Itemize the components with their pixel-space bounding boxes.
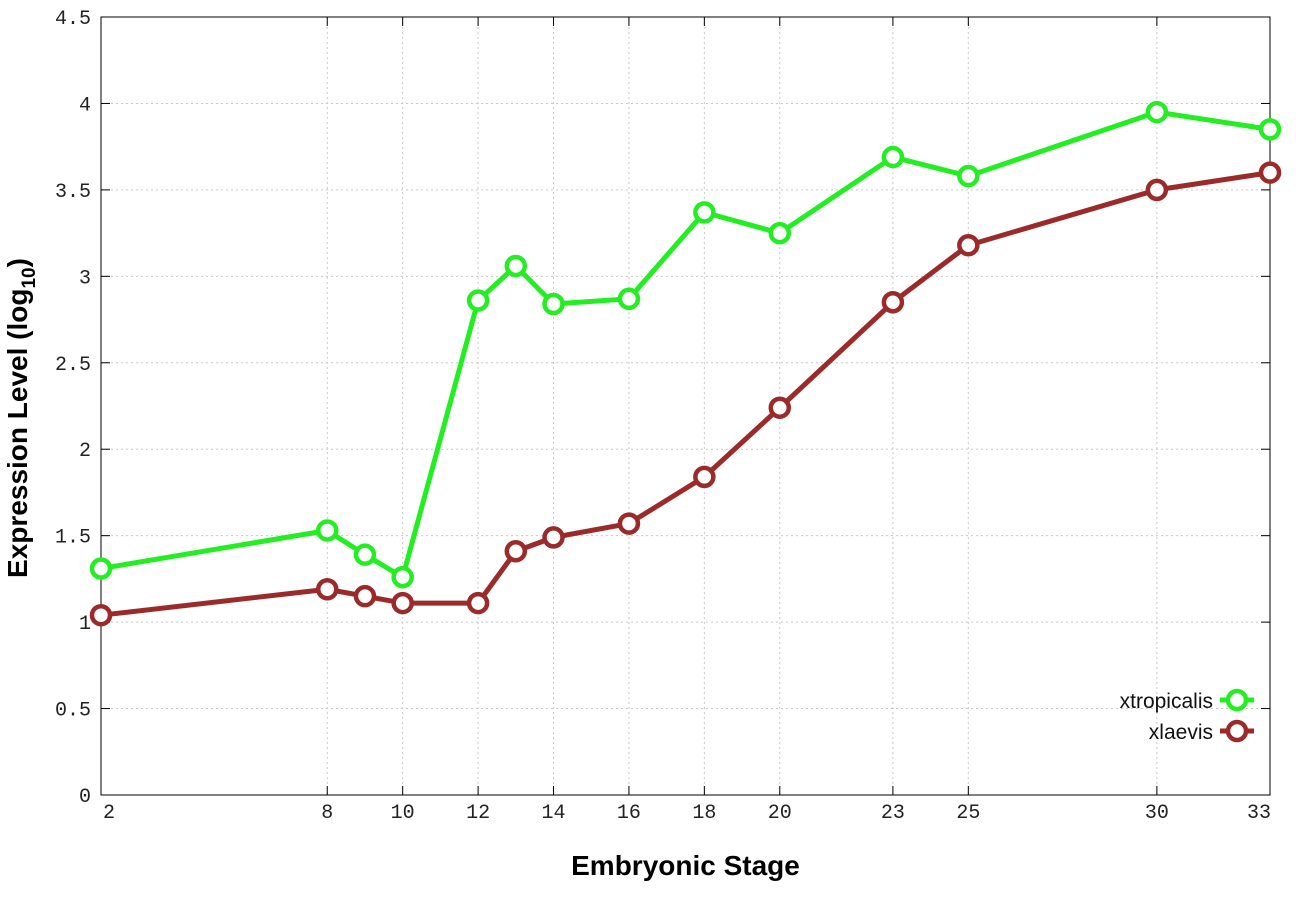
data-point <box>504 254 528 278</box>
plot-frame <box>100 16 1271 796</box>
y-tick-label: 4 <box>79 94 91 117</box>
data-point <box>881 291 905 314</box>
axis-ticks: 0 0.5 1 1.5 2 2.5 3 3.5 4 4.5 2 8 10 12 14 16 18 20 23 25 30… <box>55 8 1271 825</box>
y-tick-label: 4.5 <box>55 8 91 31</box>
data-point <box>391 565 414 589</box>
x-tick-label: 12 <box>466 802 490 825</box>
data-point <box>617 287 641 311</box>
y-tick-label: 3 <box>79 267 91 290</box>
data-point <box>768 221 792 245</box>
x-tick-label: 20 <box>768 802 792 825</box>
x-tick-label: 33 <box>1247 802 1271 825</box>
x-tick-label: 2 <box>103 802 115 825</box>
data-point <box>1145 100 1169 124</box>
data-point <box>957 233 980 257</box>
data-point <box>89 603 113 627</box>
data-point <box>617 512 641 535</box>
data-point <box>89 557 113 580</box>
series-xtropicalis <box>89 100 1282 589</box>
data-point <box>1258 118 1282 141</box>
x-tick-label: 23 <box>881 802 905 825</box>
y-tick-label: 3.5 <box>55 181 91 204</box>
data-point <box>768 396 792 419</box>
x-tick-label: 8 <box>321 802 333 825</box>
series-line <box>100 170 1271 618</box>
legend-marker <box>1225 688 1249 712</box>
x-tick-label: 14 <box>542 802 566 825</box>
legend-marker <box>1225 719 1249 743</box>
data-point <box>391 591 414 615</box>
data-point <box>316 519 339 542</box>
data-point <box>316 578 339 601</box>
data-point <box>693 465 716 489</box>
x-tick-label: 30 <box>1145 802 1169 825</box>
data-point <box>542 292 565 316</box>
data-point <box>1258 161 1282 184</box>
series-xlaevis <box>89 161 1282 627</box>
y-axis-title-close: ) <box>2 258 33 267</box>
series <box>89 100 1282 627</box>
legend-label: xlaevis <box>1149 721 1213 744</box>
y-axis-title-subscript: 10 <box>19 267 40 288</box>
legend-label: xtropicalis <box>1120 690 1213 713</box>
y-tick-label: 2 <box>79 440 91 463</box>
x-tick-label: 10 <box>391 802 415 825</box>
data-point <box>504 539 528 563</box>
data-point <box>353 584 377 608</box>
data-point <box>693 201 716 224</box>
legend: xtropicalis xlaevis <box>1120 688 1254 744</box>
x-tick-label: 25 <box>956 802 980 825</box>
y-tick-label: 0.5 <box>55 700 91 723</box>
y-tick-label: 1 <box>79 613 91 636</box>
x-tick-label: 18 <box>692 802 716 825</box>
x-axis-title: Embryonic Stage <box>571 850 800 881</box>
y-tick-label: 1.5 <box>55 527 91 550</box>
series-line <box>100 109 1271 580</box>
legend-item-xtropicalis: xtropicalis <box>1120 688 1254 713</box>
y-axis-title-main: Expression Level (log <box>2 289 33 578</box>
data-point <box>1145 178 1169 202</box>
y-axis-title: Expression Level (log10) <box>2 258 40 578</box>
x-tick-label: 16 <box>617 802 641 825</box>
data-point <box>353 543 377 566</box>
data-point <box>881 145 905 169</box>
data-point <box>542 526 565 549</box>
y-tick-label: 0 <box>79 786 91 809</box>
legend-item-xlaevis: xlaevis <box>1149 719 1254 744</box>
data-point <box>466 591 490 615</box>
y-tick-label: 2.5 <box>55 354 91 377</box>
data-point <box>957 164 980 188</box>
data-point <box>466 289 490 312</box>
